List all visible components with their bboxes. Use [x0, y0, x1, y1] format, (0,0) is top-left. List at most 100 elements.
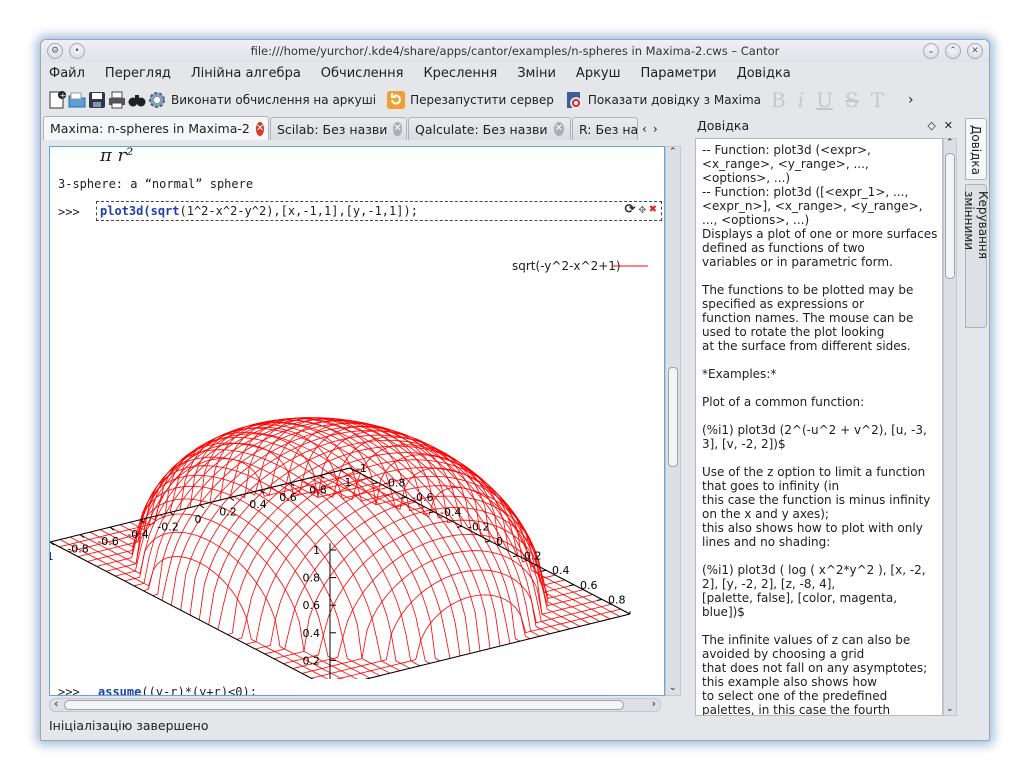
x-tick: [289, 482, 295, 487]
worksheet-vscrollbar[interactable]: ⌃ ⌄: [665, 146, 681, 696]
pin-icon[interactable]: •: [69, 43, 85, 59]
next-command[interactable]: assume((y-r)*(y+r)<0);: [98, 685, 257, 696]
gear-icon: [147, 90, 167, 110]
side-dock-tabs: Довідка Керування змінними: [962, 118, 990, 328]
menu-plot[interactable]: Креслення: [423, 65, 498, 81]
side-tab-variables[interactable]: Керування змінними: [962, 184, 990, 328]
y-tick-label: 0.4: [552, 564, 570, 577]
menu-worksheet[interactable]: Аркуш: [575, 65, 621, 81]
font-icon[interactable]: T: [870, 88, 885, 112]
hscroll-thumb[interactable]: [64, 700, 624, 710]
box-edge: [364, 613, 631, 679]
section-heading: 3-sphere: a “normal” sphere: [58, 177, 254, 191]
next-command-arguments: ((y-r)*(y+r)<0);: [141, 685, 257, 696]
evaluate-entry-icon[interactable]: ⟳: [624, 202, 636, 217]
tab-r[interactable]: R: Без на: [572, 117, 638, 140]
remove-entry-icon[interactable]: ✖: [649, 202, 657, 217]
show-help-button[interactable]: Показати довідку з Maxima: [564, 90, 761, 110]
drag-entry-icon[interactable]: ✥: [638, 202, 647, 217]
underline-icon[interactable]: U: [816, 88, 833, 112]
menu-linear-algebra[interactable]: Лінійна алгебра: [190, 65, 301, 81]
help-vscrollbar[interactable]: ⌃ ⌄: [943, 138, 957, 716]
side-tab-help[interactable]: Довідка: [965, 118, 987, 180]
command-prompt: >>>: [58, 205, 80, 219]
command-entry[interactable]: plot3d(sqrt(1^2-x^2-y^2),[x,-1,1],[y,-1,…: [96, 201, 662, 221]
y-tick: [400, 496, 407, 499]
print-icon[interactable]: [107, 90, 127, 110]
close-tab-icon[interactable]: ✕: [393, 122, 402, 136]
strikethrough-icon[interactable]: S: [845, 88, 859, 112]
restart-icon: [386, 90, 406, 110]
x-tick-label: 0.2: [219, 506, 237, 519]
x-tick-label: 1: [345, 476, 352, 489]
x-tick: [139, 519, 145, 524]
x-tick-label: 0.6: [279, 491, 297, 504]
y-tick: [484, 540, 491, 543]
worksheet-hscrollbar[interactable]: ‹ ›: [49, 697, 661, 712]
minimize-button[interactable]: ⌄: [923, 43, 939, 59]
x-tick-label: 0.4: [249, 498, 267, 511]
z-tick-label: 0.2: [303, 654, 321, 667]
close-tab-icon[interactable]: ✕: [255, 121, 265, 136]
tab-label: Scilab: Без назви: [277, 121, 388, 137]
help-scroll-thumb[interactable]: [945, 153, 955, 279]
help-scroll-down-icon[interactable]: ⌄: [946, 704, 954, 714]
surface-line: [301, 550, 603, 674]
menu-variables[interactable]: Зміни: [517, 65, 556, 81]
scroll-down-icon[interactable]: ⌄: [669, 683, 677, 693]
menu-settings[interactable]: Параметри: [640, 65, 717, 81]
next-prompt: >>>: [58, 685, 80, 696]
tab-scilab[interactable]: Scilab: Без назви ✕: [270, 117, 407, 140]
restart-backend-button[interactable]: Перезапустити сервер: [386, 90, 554, 110]
tab-scroll-right-icon[interactable]: ›: [652, 122, 658, 136]
x-tick: [79, 534, 85, 539]
scroll-right-icon[interactable]: ›: [651, 697, 656, 710]
menu-calculus[interactable]: Обчислення: [320, 65, 404, 81]
y-tick: [456, 525, 463, 528]
maximize-button[interactable]: ⌃: [945, 43, 961, 59]
toolbar-overflow-icon[interactable]: ›: [908, 92, 914, 108]
tab-label: R: Без на: [579, 121, 638, 137]
new-worksheet-icon[interactable]: +: [47, 90, 67, 110]
y-tick: [568, 584, 575, 587]
x-tick: [319, 474, 325, 479]
italic-icon[interactable]: i: [797, 88, 805, 112]
float-panel-icon[interactable]: ◇: [927, 118, 936, 132]
worksheet-area[interactable]: π r² 3-sphere: a “normal” sphere >>> plo…: [49, 146, 665, 696]
help-scroll-up-icon[interactable]: ⌃: [946, 138, 954, 148]
scroll-up-icon[interactable]: ⌃: [669, 147, 677, 157]
side-tab-variables-label: Керування змінними: [962, 191, 990, 259]
menu-bar: Файл Перегляд Лінійна алгебра Обчислення…: [41, 62, 989, 84]
scroll-left-icon[interactable]: ‹: [54, 697, 59, 710]
tab-scroll-left-icon[interactable]: ‹: [642, 122, 647, 136]
close-button[interactable]: ✕: [967, 43, 983, 59]
help-text: -- Function: plot3d (<expr>, <x_range>, …: [695, 138, 943, 716]
save-icon[interactable]: [87, 90, 107, 110]
x-tick-label: -0.4: [127, 528, 148, 541]
bold-icon[interactable]: B: [771, 88, 786, 112]
x-tick: [50, 541, 55, 546]
formula-result: π r²: [100, 146, 134, 166]
close-panel-icon[interactable]: ✕: [943, 118, 953, 132]
surface-line: [309, 444, 591, 625]
y-tick-label: 0.6: [580, 579, 598, 592]
y-tick-label: -0.8: [384, 477, 405, 490]
menu-view[interactable]: Перегляд: [104, 65, 171, 81]
x-tick: [259, 489, 265, 494]
tab-qalculate[interactable]: Qalculate: Без назви ✕: [408, 117, 571, 140]
evaluate-worksheet-button[interactable]: Виконати обчислення на аркуші: [147, 90, 376, 110]
restart-backend-label: Перезапустити сервер: [410, 93, 554, 107]
surface-line: [311, 569, 612, 679]
command-open-paren: (: [143, 204, 151, 218]
surface-line: [335, 594, 621, 679]
find-binoculars-icon[interactable]: [127, 90, 147, 110]
menu-help[interactable]: Довідка: [736, 65, 791, 81]
open-folder-icon[interactable]: [67, 90, 87, 110]
close-tab-icon[interactable]: ✕: [553, 122, 564, 136]
y-tick-label: 0: [496, 535, 503, 548]
scroll-thumb[interactable]: [668, 367, 678, 467]
menu-file[interactable]: Файл: [49, 65, 85, 81]
tab-maxima[interactable]: Maxima: n-spheres in Maxima-2 ✕: [43, 116, 269, 140]
app-menu-icon[interactable]: ⚙: [47, 43, 63, 59]
surface-line: [339, 470, 621, 617]
